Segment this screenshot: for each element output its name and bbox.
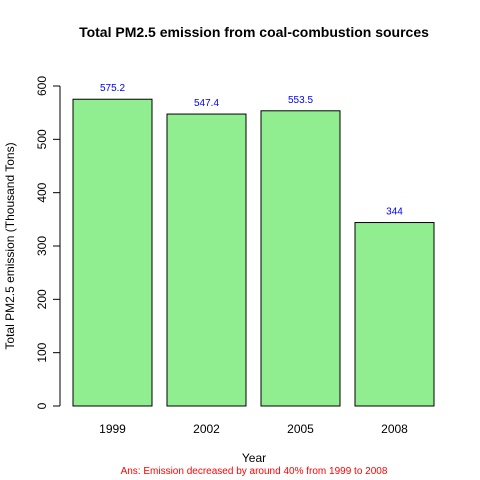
y-axis: 0 100 200 300 400 500 600: [35, 76, 61, 409]
x-tick-label: 2005: [287, 422, 314, 436]
x-tick-label: 2002: [193, 422, 220, 436]
annotation-text: Ans: Emission decreased by around 40% fr…: [121, 466, 388, 477]
bar: [166, 113, 247, 407]
y-tick-label: 500: [35, 129, 49, 149]
y-axis-label: Total PM2.5 emission (Thousand Tons): [3, 142, 17, 349]
data-label: 344: [386, 207, 403, 218]
y-tick-label: 0: [35, 402, 49, 409]
data-label: 553.5: [288, 95, 313, 106]
x-tick-labels: 1999 2002 2005 2008: [99, 422, 408, 436]
y-tick-label: 600: [35, 76, 49, 96]
x-tick-label: 1999: [99, 422, 126, 436]
bar: [354, 222, 435, 407]
data-label: 575.2: [100, 83, 125, 94]
bar: [72, 98, 153, 407]
x-axis-label: Year: [242, 451, 266, 465]
y-tick-label: 200: [35, 289, 49, 309]
bar: [260, 110, 341, 407]
y-tick-label: 300: [35, 236, 49, 256]
bars: [72, 98, 435, 407]
data-label: 547.4: [194, 98, 219, 109]
chart-title: Total PM2.5 emission from coal-combustio…: [79, 24, 429, 40]
y-tick-label: 100: [35, 342, 49, 362]
data-labels: 575.2 547.4 553.5 344: [100, 83, 403, 217]
y-tick-label: 400: [35, 182, 49, 202]
x-tick-label: 2008: [381, 422, 408, 436]
